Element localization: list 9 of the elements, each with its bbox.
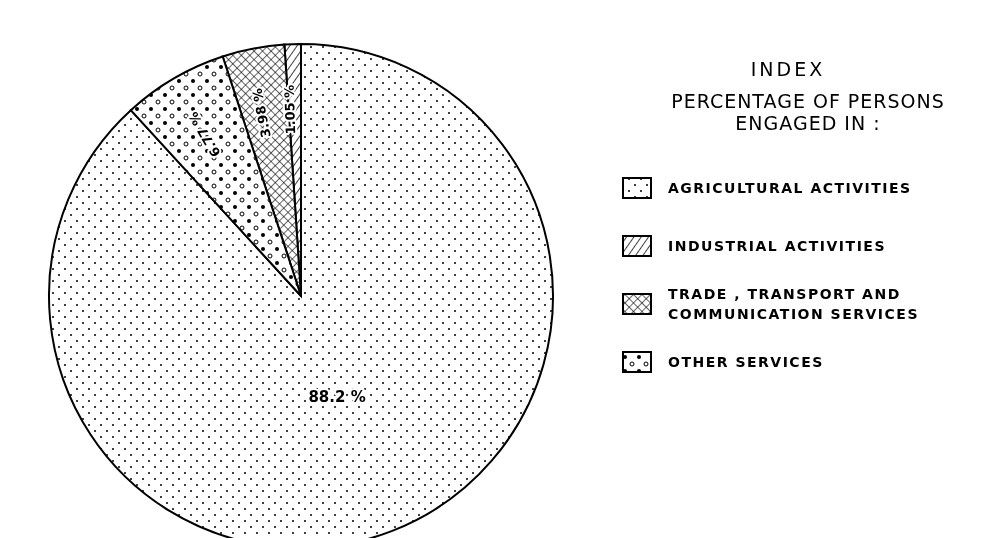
legend-label: AGRICULTURAL ACTIVITIES (668, 180, 912, 196)
data-label: 88.2 % (308, 387, 366, 406)
data-label: 3.98 % (249, 87, 274, 139)
text: INDEX (749, 58, 827, 80)
legend-label: INDUSTRIAL ACTIVITIES (668, 238, 886, 254)
legend-label: TRADE , TRANSPORT AND COMMUNICATION SERVICES (668, 286, 919, 322)
legend-label: OTHER SERVICES (668, 354, 824, 370)
legend-title: PERCENTAGE OF PERSONS ENGAGED IN : (670, 90, 946, 134)
data-label: 1.05 % (281, 84, 299, 135)
